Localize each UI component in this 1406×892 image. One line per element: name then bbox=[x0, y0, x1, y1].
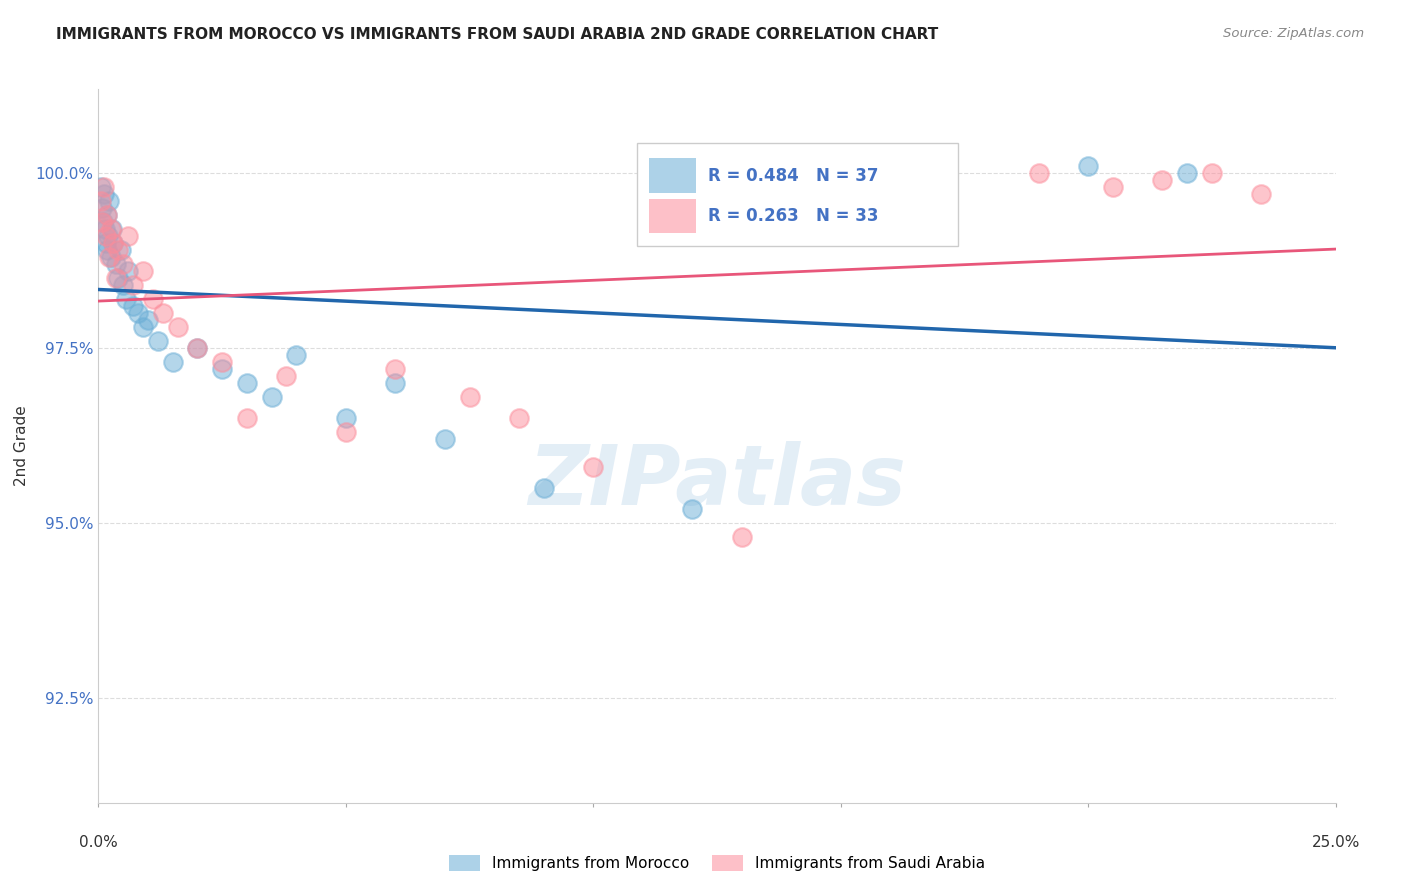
Point bbox=[1102, 180, 1125, 194]
Point bbox=[107, 271, 129, 285]
Point bbox=[90, 180, 112, 194]
Point bbox=[93, 180, 115, 194]
Point bbox=[1152, 173, 1174, 187]
Point bbox=[186, 341, 208, 355]
Point bbox=[152, 306, 174, 320]
Point bbox=[94, 229, 117, 244]
Text: R = 0.263   N = 33: R = 0.263 N = 33 bbox=[709, 207, 879, 225]
Text: Source: ZipAtlas.com: Source: ZipAtlas.com bbox=[1223, 27, 1364, 40]
Point bbox=[91, 215, 114, 229]
Point bbox=[112, 257, 135, 271]
Point bbox=[458, 390, 481, 404]
Point bbox=[98, 194, 121, 208]
Point bbox=[166, 320, 188, 334]
Point bbox=[132, 264, 155, 278]
Point bbox=[1250, 187, 1272, 202]
Text: 25.0%: 25.0% bbox=[1312, 835, 1360, 850]
Text: IMMIGRANTS FROM MOROCCO VS IMMIGRANTS FROM SAUDI ARABIA 2ND GRADE CORRELATION CH: IMMIGRANTS FROM MOROCCO VS IMMIGRANTS FR… bbox=[56, 27, 938, 42]
Point bbox=[112, 278, 135, 293]
Point bbox=[384, 362, 406, 376]
Point bbox=[142, 292, 165, 306]
Point bbox=[1028, 166, 1050, 180]
Point bbox=[879, 180, 901, 194]
Point bbox=[236, 411, 259, 425]
Point bbox=[335, 411, 357, 425]
Point bbox=[1077, 159, 1099, 173]
Point bbox=[93, 215, 115, 229]
Text: ZIPatlas: ZIPatlas bbox=[529, 442, 905, 522]
Point bbox=[582, 460, 605, 475]
Bar bbox=[650, 199, 696, 234]
Point bbox=[104, 271, 127, 285]
Bar bbox=[650, 159, 696, 193]
Point bbox=[98, 250, 121, 264]
Point bbox=[114, 292, 136, 306]
Point bbox=[107, 243, 129, 257]
Point bbox=[211, 362, 233, 376]
Point bbox=[1175, 166, 1198, 180]
Point bbox=[122, 278, 145, 293]
Point bbox=[533, 481, 555, 495]
FancyBboxPatch shape bbox=[637, 143, 959, 246]
Point bbox=[117, 229, 139, 244]
Point bbox=[91, 201, 114, 215]
Point bbox=[100, 222, 122, 236]
Point bbox=[433, 432, 456, 446]
Point bbox=[103, 236, 125, 251]
Point bbox=[90, 194, 112, 208]
Legend: Immigrants from Morocco, Immigrants from Saudi Arabia: Immigrants from Morocco, Immigrants from… bbox=[443, 849, 991, 877]
Point bbox=[1201, 166, 1223, 180]
Point bbox=[97, 229, 120, 244]
Point bbox=[101, 222, 124, 236]
Point bbox=[211, 355, 233, 369]
Point bbox=[162, 355, 184, 369]
Point bbox=[681, 502, 703, 516]
Point bbox=[132, 320, 155, 334]
Point bbox=[146, 334, 169, 348]
Point bbox=[104, 257, 127, 271]
Point bbox=[93, 187, 115, 202]
Point bbox=[285, 348, 308, 362]
Point bbox=[96, 243, 118, 257]
Point bbox=[236, 376, 259, 390]
Point bbox=[96, 208, 118, 222]
Point bbox=[117, 264, 139, 278]
Point bbox=[127, 306, 149, 320]
Point bbox=[100, 250, 122, 264]
Point bbox=[508, 411, 530, 425]
Point bbox=[731, 530, 754, 544]
Point bbox=[122, 299, 145, 313]
Point bbox=[103, 236, 125, 251]
Text: R = 0.484   N = 37: R = 0.484 N = 37 bbox=[709, 167, 879, 185]
Point bbox=[276, 369, 298, 384]
Point bbox=[96, 208, 118, 222]
Point bbox=[136, 313, 159, 327]
Point bbox=[110, 243, 132, 257]
Point bbox=[260, 390, 283, 404]
Point bbox=[335, 425, 357, 439]
Point bbox=[384, 376, 406, 390]
Point bbox=[94, 222, 117, 236]
Text: 0.0%: 0.0% bbox=[79, 835, 118, 850]
Y-axis label: 2nd Grade: 2nd Grade bbox=[14, 406, 28, 486]
Point bbox=[94, 236, 117, 251]
Point bbox=[186, 341, 208, 355]
